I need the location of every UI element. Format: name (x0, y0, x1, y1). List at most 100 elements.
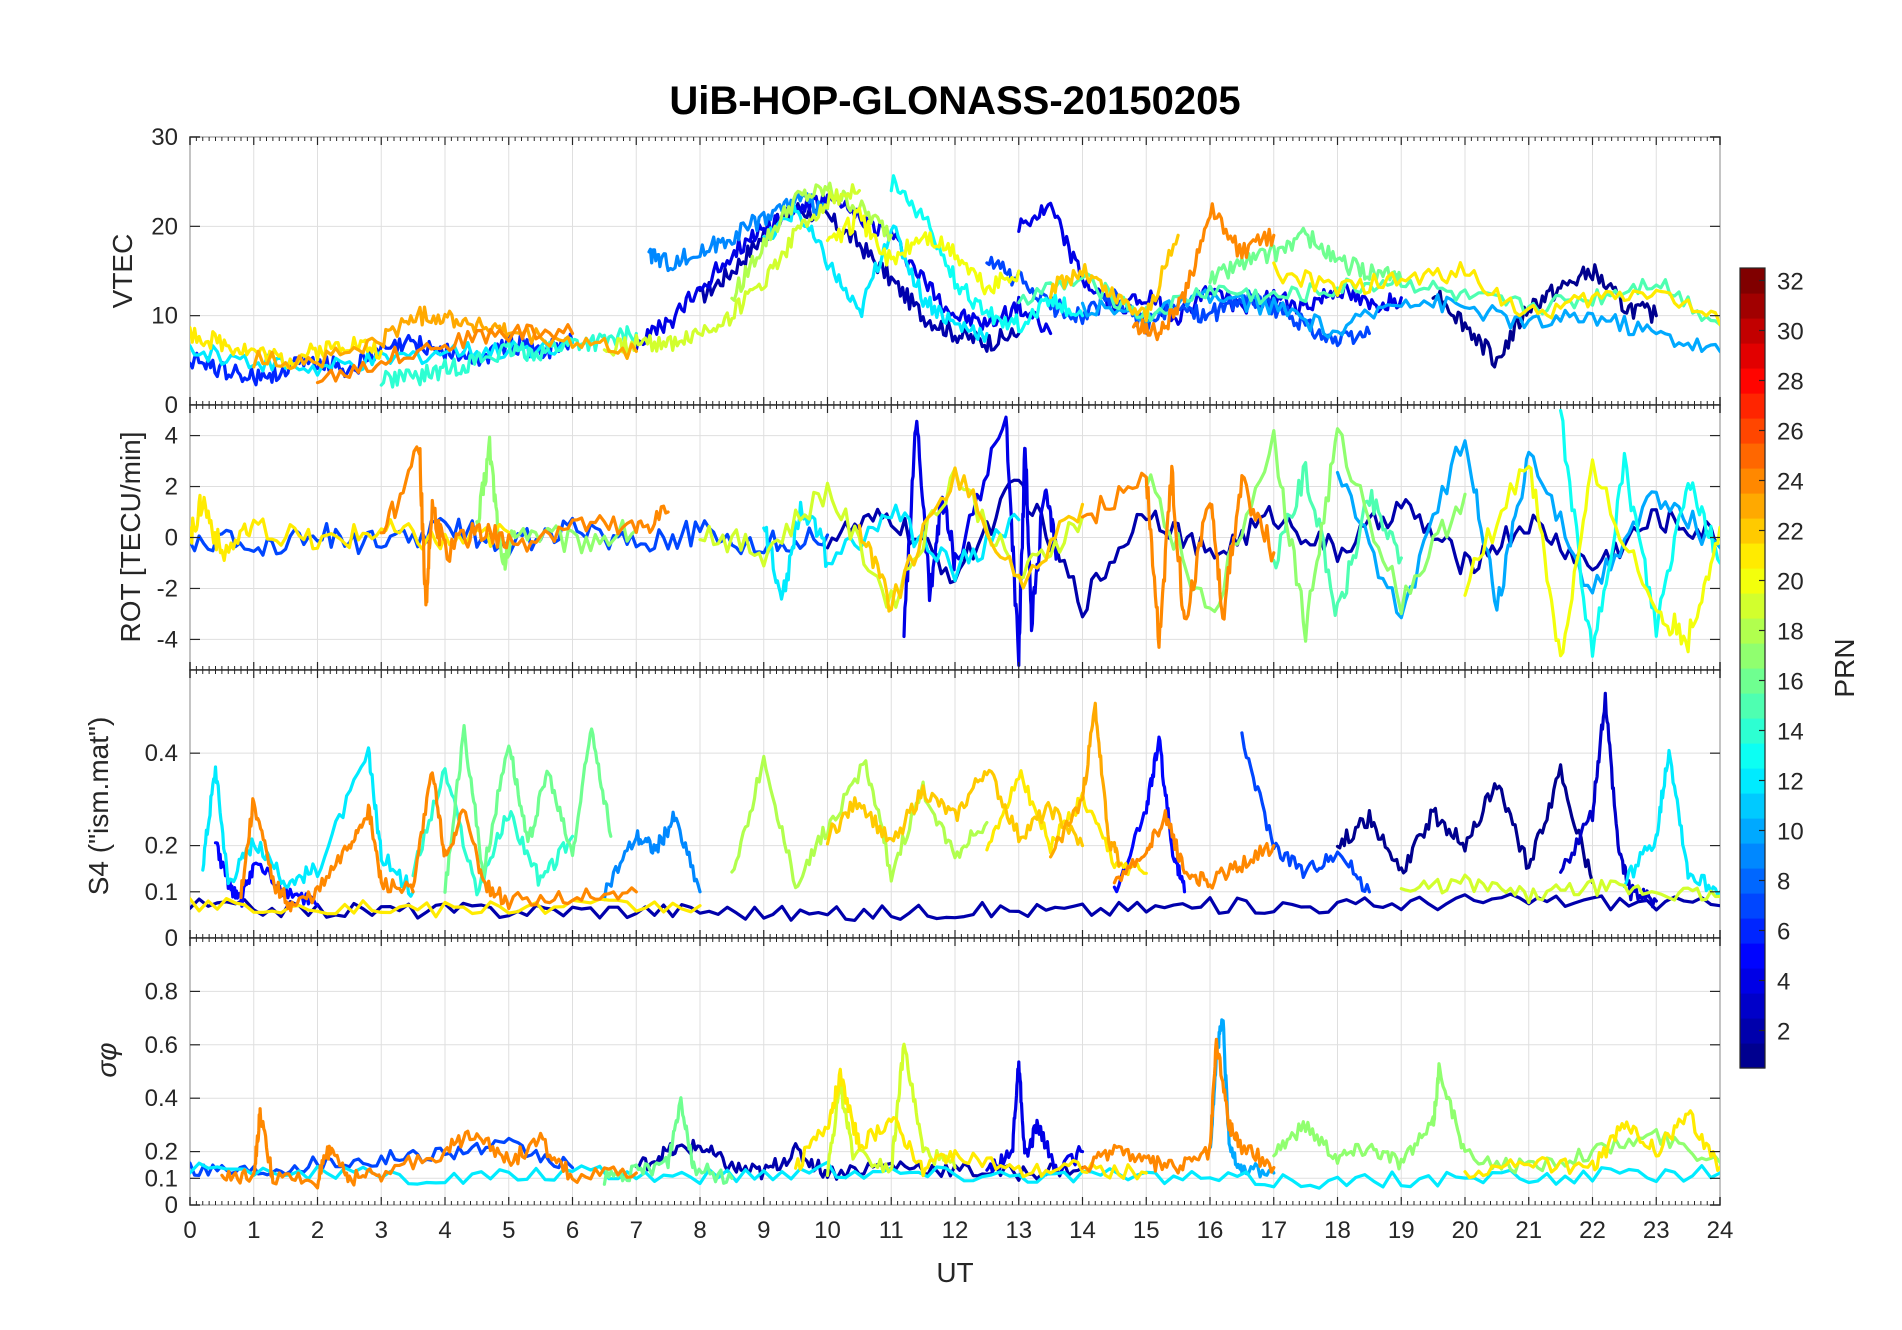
series-line-prn-17 (1272, 1062, 1720, 1175)
colorbar-tick-label: 30 (1777, 319, 1804, 346)
series-line-prn-21 (793, 1067, 1148, 1181)
series-line-prn-24 (1080, 464, 1276, 649)
vtec-panel: 0 10 20 30 VTEC (107, 124, 1721, 419)
y-tick-label: 4 (165, 423, 178, 450)
s4-panel: 0 0.1 0.2 0.4 S4 ("ism.mat") (83, 669, 1721, 952)
series-line-prn-13 (1558, 408, 1720, 658)
x-tick-label: 19 (1388, 1217, 1415, 1244)
chart-title: UiB-HOP-GLONASS-20150205 (669, 79, 1240, 123)
colorbar-tick-label: 12 (1777, 769, 1804, 796)
sigma-phi-panel: 00.10.2 0.4 0.6 0.8 σφ (91, 937, 1721, 1219)
colorbar-tick-label: 8 (1777, 869, 1790, 896)
colorbar-tick-label: 2 (1777, 1019, 1790, 1046)
series-line-prn-22 (857, 466, 1085, 613)
series-line-prn-15 (1272, 461, 1403, 618)
x-tick-label: 22 (1579, 1217, 1606, 1244)
colorbar-cell (1740, 693, 1765, 719)
x-tick-label: 11 (879, 1217, 904, 1244)
series-line-prn-21 (1463, 1109, 1720, 1180)
sigma-phi-ticks: 00.10.2 0.4 0.6 0.8 (145, 938, 1721, 1219)
series-line-prn-23 (1048, 701, 1123, 868)
x-tick-label: 6 (566, 1217, 579, 1244)
colorbar-cell (1740, 343, 1765, 369)
series-line-prn-18 (730, 181, 893, 302)
x-tick-label: 12 (942, 1217, 969, 1244)
series-line-prn-16 (443, 723, 613, 894)
rot-y-axis-label: ROT [TECU/min] (115, 431, 146, 642)
x-tick-label: 10 (814, 1217, 841, 1244)
y-tick-label: -2 (157, 575, 178, 602)
colorbar-cell (1740, 493, 1765, 519)
colorbar-label: PRN (1829, 638, 1860, 697)
series-line-prn-5 (1112, 735, 1187, 894)
x-axis-label: UT (936, 1257, 973, 1288)
s4-series (190, 691, 1720, 923)
y-tick-label: 0 (165, 392, 178, 419)
series-line-prn-2 (634, 1138, 1085, 1182)
colorbar-tick-label: 6 (1777, 919, 1790, 946)
y-tick-label: 0.8 (145, 978, 178, 1005)
colorbar-cell (1740, 543, 1765, 569)
x-axis-ticks: 0 1 2 3 4 5 6 7 8 9 10 11 12 13 14 15 16 17 18 19 20 21 22 23 24 (183, 1217, 1733, 1244)
y-tick-label: 0 (165, 1192, 178, 1219)
series-line-prn-21 (190, 493, 511, 563)
y-tick-label: 0.1 (145, 1165, 178, 1192)
series-line-prn-22 (1048, 233, 1180, 323)
x-tick-label: 7 (630, 1217, 643, 1244)
vtec-series (190, 174, 1720, 389)
series-line-prn-19 (1399, 873, 1720, 905)
colorbar-cell (1740, 1043, 1765, 1069)
s4-y-axis-label: S4 ("ism.mat") (83, 717, 114, 896)
series-line-prn-14 (411, 767, 575, 897)
series-line-prn-12 (1622, 748, 1720, 897)
series-line-prn-24 (315, 323, 575, 385)
colorbar-tick-label: 14 (1777, 719, 1804, 746)
series-line-prn-21 (190, 896, 702, 919)
colorbar-cell (1740, 843, 1765, 869)
series-line-prn-17 (475, 435, 638, 571)
series-line-prn-19 (825, 1042, 957, 1178)
series-line-prn-24 (379, 445, 670, 607)
colorbar-cell (1740, 793, 1765, 819)
vtec-ticks: 0 10 20 30 (151, 124, 1721, 419)
y-tick-label: 0.4 (145, 1085, 178, 1112)
x-tick-label: 24 (1707, 1217, 1734, 1244)
series-line-prn-10 (1080, 288, 1720, 353)
y-tick-label: 0.2 (145, 1139, 178, 1166)
series-line-prn-24 (1112, 808, 1276, 890)
x-tick-label: 18 (1324, 1217, 1351, 1244)
y-tick-label: 10 (151, 303, 178, 330)
colorbar-tick-label: 24 (1777, 469, 1804, 496)
colorbar-tick-label: 28 (1777, 369, 1804, 396)
x-tick-label: 8 (693, 1217, 706, 1244)
x-tick-label: 15 (1133, 1217, 1160, 1244)
x-tick-label: 20 (1452, 1217, 1479, 1244)
x-tick-label: 1 (247, 1217, 260, 1244)
y-tick-label: 0.4 (145, 740, 178, 767)
series-line-prn-4 (634, 192, 1053, 352)
colorbar-tick-label: 20 (1777, 569, 1804, 596)
colorbar-tick-label: 4 (1777, 969, 1790, 996)
series-line-prn-20 (825, 207, 1021, 296)
x-tick-label: 23 (1643, 1217, 1670, 1244)
y-tick-label: 0.1 (145, 879, 178, 906)
y-tick-label: 2 (165, 474, 178, 501)
y-tick-label: 0.2 (145, 833, 178, 860)
colorbar-frame (1739, 267, 1766, 1069)
series-line-prn-12 (201, 746, 415, 898)
series-line-prn-16 (602, 1096, 734, 1186)
sigma-phi-y-axis-label: σφ (91, 1042, 122, 1077)
colorbar-cell (1740, 893, 1765, 919)
series-line-prn-24 (1131, 202, 1276, 342)
x-tick-label: 2 (311, 1217, 324, 1244)
series-line-prn-17 (1144, 427, 1467, 643)
sigma-phi-series (190, 1018, 1720, 1190)
series-line-prn-24 (1080, 1037, 1276, 1175)
series-line-prn-19 (602, 183, 862, 357)
colorbar-cell (1740, 993, 1765, 1019)
series-line-prn-24 (220, 1107, 638, 1190)
colorbar-gradient (1740, 268, 1765, 1069)
y-tick-label: -4 (157, 626, 178, 653)
